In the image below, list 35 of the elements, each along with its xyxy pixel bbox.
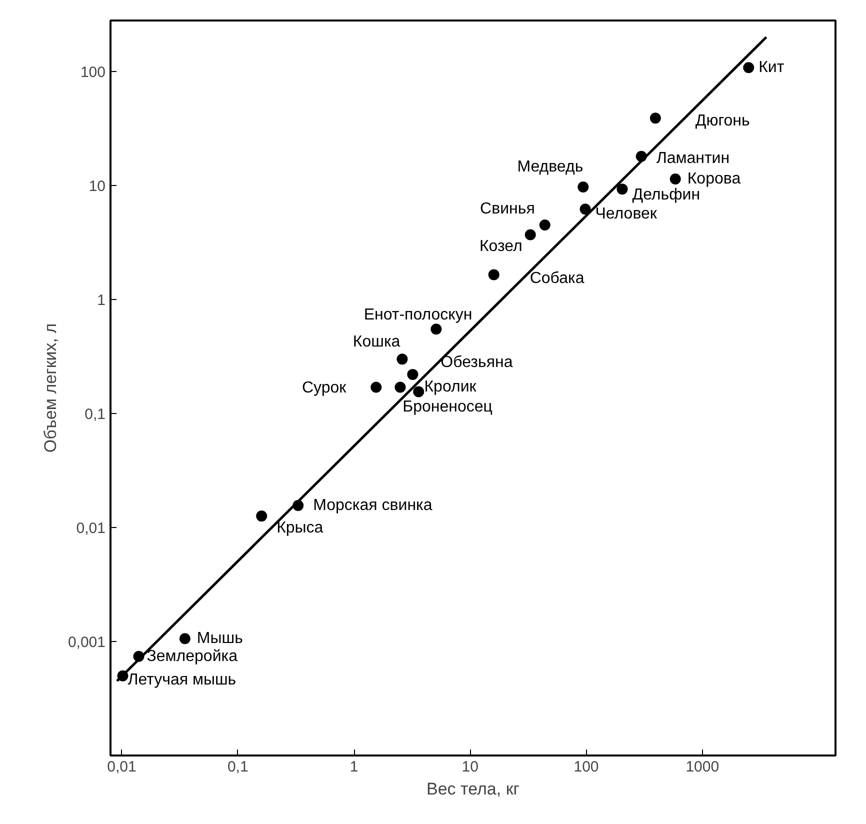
annotation: Обезьяна xyxy=(440,354,513,371)
y-tick-label: 100 xyxy=(80,64,106,81)
x-tick-label: 1000 xyxy=(686,758,720,776)
annotation: Летучая мышь xyxy=(128,671,236,688)
y-tick-label: 0,1 xyxy=(84,406,106,423)
y-tick-label: 0,001 xyxy=(68,634,106,651)
annotation: Дюгонь xyxy=(695,112,750,130)
annotation: Корова xyxy=(687,170,741,188)
annotation: Кролик xyxy=(424,378,478,396)
annotation: Кит xyxy=(758,59,785,76)
annotation: Енот-полоскун xyxy=(364,306,472,324)
x-tick-label: 0,01 xyxy=(107,758,136,776)
x-tick-label: 1 xyxy=(350,758,358,776)
annotation: Морская свинка xyxy=(313,496,432,514)
y-tick-label: 0,01 xyxy=(76,520,106,537)
annotation: Крыса xyxy=(276,520,324,537)
annotation: Ламантин xyxy=(656,150,730,167)
annotation: Человек xyxy=(595,206,658,223)
annotation: Землеройка xyxy=(146,648,238,665)
x-tick-label: 0,1 xyxy=(227,758,248,776)
annotation: Свинья xyxy=(480,200,535,218)
annotation: Собака xyxy=(530,270,584,288)
annotation: Сурок xyxy=(302,380,348,397)
x-tick-label: 10 xyxy=(462,758,478,776)
annotation: Кошка xyxy=(352,334,400,351)
y-axis-title: Объем легких, л xyxy=(40,323,60,453)
annotation: Мышь xyxy=(196,630,243,648)
x-axis-title: Вес тела, кг xyxy=(426,780,520,798)
y-tick-label: 10 xyxy=(88,178,106,195)
x-tick-label: 100 xyxy=(574,758,599,776)
annotation: Броненосец xyxy=(402,398,492,416)
y-tick-label: 1 xyxy=(97,292,106,309)
annotation: Козел xyxy=(479,238,522,256)
annotation: Медведь xyxy=(517,158,584,176)
annotation: Дельфин xyxy=(632,186,700,204)
